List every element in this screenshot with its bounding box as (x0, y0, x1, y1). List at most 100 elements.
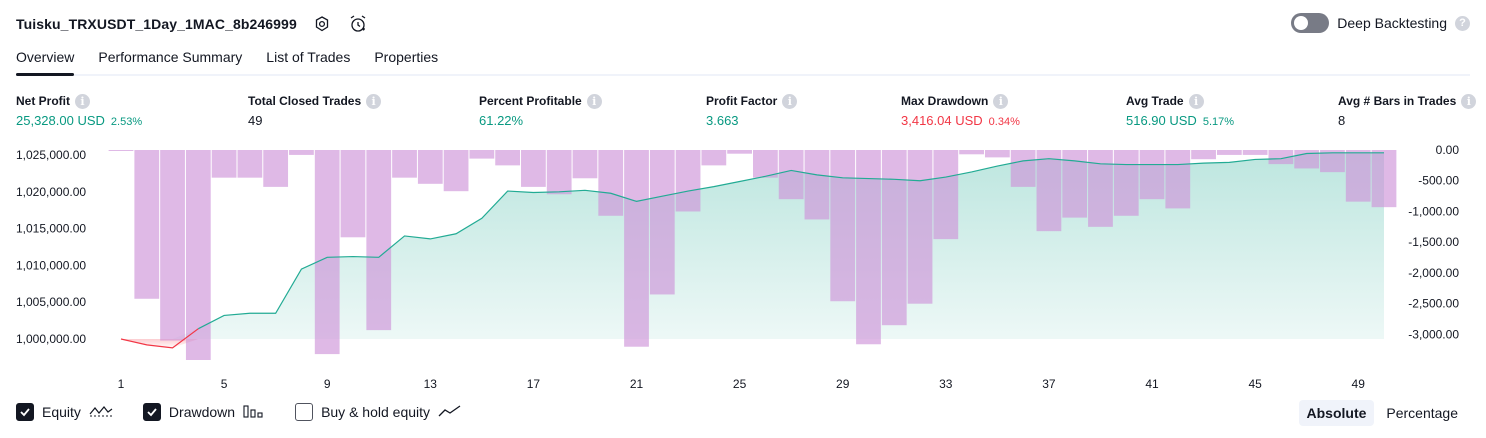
tab-list-of-trades[interactable]: List of Trades (266, 49, 351, 65)
equity-line-icon (89, 404, 113, 421)
drawdown-bar (1242, 150, 1268, 155)
legend-drawdown-label: Drawdown (168, 404, 236, 420)
tab-performance-summary[interactable]: Performance Summary (98, 49, 243, 65)
drawdown-bar (907, 150, 933, 304)
legend-drawdown[interactable]: Drawdown (142, 403, 265, 421)
chart-legend: Equity Drawdown Buy & hold equity (16, 403, 492, 421)
x-axis-tick-label: 17 (527, 377, 541, 391)
right-axis-tick-label: -2,500.00 (1408, 297, 1459, 311)
deep-backtesting-label: Deep Backtesting (1337, 15, 1447, 31)
drawdown-bar (753, 150, 778, 178)
checkbox-unchecked-icon[interactable] (295, 403, 314, 421)
info-icon[interactable]: i (75, 93, 90, 109)
info-icon[interactable]: i (1461, 93, 1477, 109)
metric-percent: 2.53% (110, 116, 143, 128)
info-icon[interactable]: i (993, 93, 1009, 109)
info-icon[interactable]: i (366, 93, 382, 109)
legend-buy-hold-label: Buy & hold equity (321, 404, 431, 420)
drawdown-bar (675, 150, 701, 212)
drawdown-bar (160, 150, 185, 341)
legend-buy-hold[interactable]: Buy & hold equity (295, 403, 462, 421)
metric-percent: 5.17% (1202, 116, 1235, 128)
drawdown-bar (1191, 150, 1216, 160)
right-axis-tick-label: -3,000.00 (1408, 327, 1459, 341)
metric-label: Percent Profitable (479, 94, 582, 108)
right-axis: 0.00 -500.00 -1,000.00 -1,500.00 -2,000.00 -2… (1408, 143, 1459, 341)
metric-max-drawdown: Max Drawdown i 3,416.04 USD 0.34% (901, 92, 1020, 128)
left-axis-tick-label: 1,010,000.00 (16, 258, 86, 272)
drawdown-bar (1216, 150, 1242, 155)
metric-label: Avg Trade (1126, 94, 1184, 108)
tab-overview[interactable]: Overview (16, 44, 75, 76)
x-axis-tick-label: 29 (836, 377, 850, 391)
left-axis-tick-label: 1,020,000.00 (16, 185, 86, 199)
drawdown-bar (701, 150, 727, 166)
drawdown-bar (933, 150, 959, 240)
help-icon[interactable]: ? (1455, 15, 1470, 31)
legend-equity[interactable]: Equity (16, 403, 113, 421)
tab-properties[interactable]: Properties (374, 49, 439, 65)
equity-drawdown-chart[interactable]: 1,025,000.00 1,020,000.00 1,015,000.00 1,01… (0, 140, 1486, 395)
settings-gear-icon[interactable] (311, 13, 333, 35)
x-axis-tick-label: 37 (1042, 377, 1056, 391)
drawdown-bar (881, 150, 907, 326)
drawdown-bar (1036, 150, 1062, 232)
metric-label: Max Drawdown (901, 94, 989, 108)
equity-line-profit (198, 152, 1384, 330)
value-mode-switch: Absolute Percentage (1298, 400, 1467, 426)
drawdown-bar (572, 150, 598, 179)
drawdown-bar (727, 150, 752, 154)
metric-label: Net Profit (16, 94, 70, 108)
metric-total-closed-trades: Total Closed Trades i 49 (248, 92, 382, 128)
equity-area (121, 152, 1384, 348)
left-axis-tick-label: 1,015,000.00 (16, 222, 86, 236)
x-axis: 1 5 9 13 17 21 25 29 33 37 41 45 49 (118, 377, 1366, 391)
metric-value: 25,328.00 USD (16, 113, 105, 128)
drawdown-bar (392, 150, 417, 178)
drawdown-bar (1320, 150, 1345, 173)
drawdown-bar (1165, 150, 1191, 209)
checkbox-checked-icon[interactable] (142, 403, 161, 421)
drawdown-bar (443, 150, 469, 192)
alarm-add-icon[interactable] (347, 13, 369, 35)
metric-label: Avg # Bars in Trades (1338, 94, 1457, 108)
drawdown-bar (314, 150, 340, 355)
absolute-button[interactable]: Absolute (1298, 400, 1375, 426)
info-icon[interactable]: i (1188, 93, 1204, 109)
metric-label: Profit Factor (706, 94, 778, 108)
drawdown-bar (237, 150, 263, 178)
drawdown-bar (778, 150, 804, 200)
drawdown-bar (624, 150, 649, 347)
checkbox-checked-icon[interactable] (16, 403, 34, 421)
left-axis-tick-label: 1,005,000.00 (16, 295, 86, 309)
metric-percent: 0.34% (988, 116, 1020, 128)
drawdown-bar (521, 150, 546, 187)
right-axis-tick-label: -1,000.00 (1408, 204, 1459, 218)
right-axis-tick-label: -1,500.00 (1408, 235, 1459, 249)
deep-backtesting-toggle[interactable] (1291, 13, 1330, 33)
x-axis-tick-label: 33 (939, 377, 953, 391)
drawdown-bar (1345, 150, 1371, 202)
drawdown-bar (417, 150, 443, 184)
drawdown-bar (830, 150, 856, 302)
drawdown-bar (1088, 150, 1113, 227)
equity-line-loss (120, 328, 199, 349)
right-axis-tick-label: -500.00 (1418, 174, 1459, 188)
drawdown-bar (1139, 150, 1165, 200)
x-axis-tick-label: 9 (324, 377, 331, 391)
tab-bar: Overview Performance Summary List of Tra… (16, 44, 1470, 76)
drawdown-bar (108, 150, 134, 151)
drawdown-bar (1268, 150, 1294, 165)
info-icon[interactable]: i (782, 93, 798, 109)
drawdown-bar (546, 150, 572, 195)
percentage-button[interactable]: Percentage (1386, 405, 1458, 421)
drawdown-bar (134, 150, 160, 299)
drawdown-bars (108, 150, 1397, 360)
metric-label: Total Closed Trades (248, 94, 362, 108)
metric-percent-profitable: Percent Profitable i 61.22% (479, 92, 602, 128)
info-icon[interactable]: i (586, 93, 602, 109)
deep-backtesting-control: Deep Backtesting ? (1291, 13, 1470, 33)
drawdown-bar (495, 150, 521, 166)
drawdown-bar (959, 150, 984, 155)
drawdown-bar (1371, 150, 1397, 208)
